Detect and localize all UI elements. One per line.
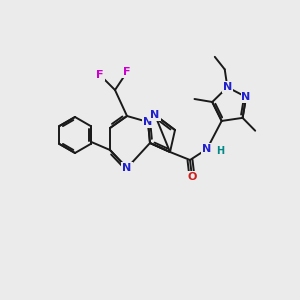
Text: O: O: [187, 172, 197, 182]
Text: N: N: [202, 144, 211, 154]
Text: N: N: [150, 110, 160, 120]
Text: N: N: [122, 163, 132, 173]
Text: N: N: [242, 92, 251, 102]
Text: F: F: [96, 70, 104, 80]
Text: N: N: [223, 82, 232, 92]
Text: N: N: [143, 117, 153, 127]
Text: F: F: [123, 67, 131, 77]
Text: H: H: [216, 146, 224, 156]
